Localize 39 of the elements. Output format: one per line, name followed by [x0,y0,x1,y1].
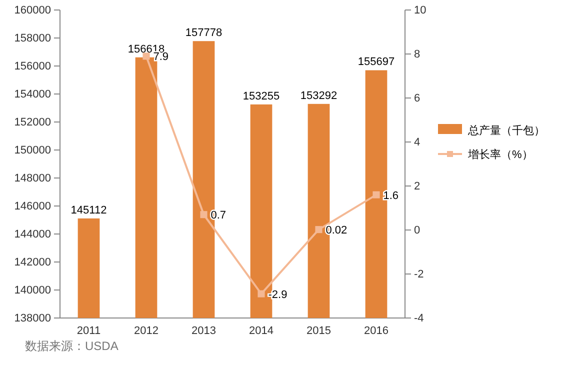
y2-tick-label: 6 [414,92,420,105]
legend-label: 增长率（%） [467,148,533,161]
y2-tick-label: 10 [414,4,426,17]
data-label: 157778 [185,27,222,40]
data-label: 153292 [300,90,338,102]
data-label: 145112 [70,204,107,216]
point [315,226,322,234]
point [372,191,380,198]
x-tick-label: 2015 [306,324,331,337]
y-tick-label: 160000 [14,4,51,17]
point [142,52,150,60]
y2-tick-label: -2 [414,268,424,281]
x-tick-label: 2011 [76,324,101,337]
point [258,290,265,298]
y-tick-label: 154000 [14,88,51,101]
y-tick-label: 150000 [14,144,51,157]
y-tick-label: 158000 [14,32,51,45]
y2-tick-label: 0 [414,224,420,237]
x-tick-label: 2014 [249,324,274,337]
y-tick-label: 156000 [14,60,51,73]
x-tick-label: 2012 [134,324,158,337]
x-tick-label: 2013 [192,324,216,337]
legend-label: 总产量（千包） [467,124,545,137]
y-tick-label: 148000 [14,172,51,185]
y2-tick-label: 8 [414,48,420,61]
y-tick-label: 142000 [14,256,51,269]
source-note: 数据来源：USDA [25,339,118,353]
x-tick-label: 2016 [364,324,388,337]
y2-tick-label: 4 [414,136,420,149]
data-label: 153255 [242,90,280,102]
point [200,211,208,218]
data-label: 155697 [358,56,395,68]
y-tick-label: 138000 [14,312,51,325]
y2-tick-label: -4 [414,312,424,325]
y-tick-label: 144000 [14,228,51,241]
y2-tick-label: 2 [414,180,420,193]
y-tick-label: 146000 [14,200,51,213]
y-tick-label: 140000 [14,284,51,297]
y-tick-label: 152000 [14,116,51,129]
